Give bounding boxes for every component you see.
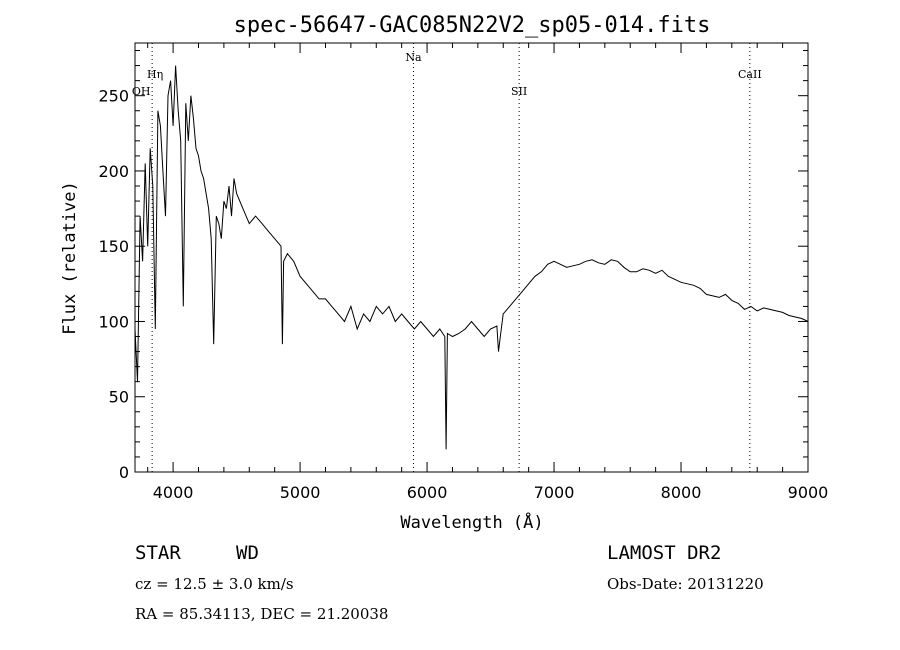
y-tick-label: 250 xyxy=(98,87,129,106)
y-tick-label: 50 xyxy=(109,388,129,407)
y-tick-label: 100 xyxy=(98,312,129,331)
x-tick-label: 7000 xyxy=(534,483,575,502)
x-tick-label: 8000 xyxy=(661,483,702,502)
marker-label: Hη xyxy=(147,68,163,81)
y-axis-label: Flux (relative) xyxy=(60,181,80,335)
x-axis-label: Wavelength (Å) xyxy=(400,511,543,533)
x-axis: 4000 5000 6000 7000 8000 9000 xyxy=(147,43,829,502)
y-tick-label: 150 xyxy=(98,237,129,256)
x-tick-label: 5000 xyxy=(280,483,321,502)
marker-label: Na xyxy=(405,51,422,64)
x-tick-label: 9000 xyxy=(788,483,829,502)
y-tick-label: 200 xyxy=(98,162,129,181)
y-tick-label: 0 xyxy=(119,463,129,482)
object-class: STAR xyxy=(135,542,181,564)
marker-label: SII xyxy=(511,85,527,98)
object-subclass: WD xyxy=(236,542,259,564)
chart-title: spec-56647-GAC085N22V2_sp05-014.fits xyxy=(234,13,711,38)
plot-frame xyxy=(134,42,809,473)
coordinates: RA = 85.34113, DEC = 21.20038 xyxy=(135,605,389,623)
survey-name: LAMOST DR2 xyxy=(607,542,722,564)
redshift-velocity: cz = 12.5 ± 3.0 km/s xyxy=(135,575,294,593)
line-markers: OH Hη Na SII CaII xyxy=(132,43,762,472)
y-axis: 0 50 100 150 200 250 xyxy=(98,50,808,482)
spectrum-line xyxy=(134,65,809,450)
observation-date: Obs-Date: 20131220 xyxy=(607,575,764,593)
x-tick-label: 4000 xyxy=(153,483,194,502)
x-tick-label: 6000 xyxy=(407,483,448,502)
marker-label: OH xyxy=(132,85,151,98)
marker-label: CaII xyxy=(738,68,762,81)
